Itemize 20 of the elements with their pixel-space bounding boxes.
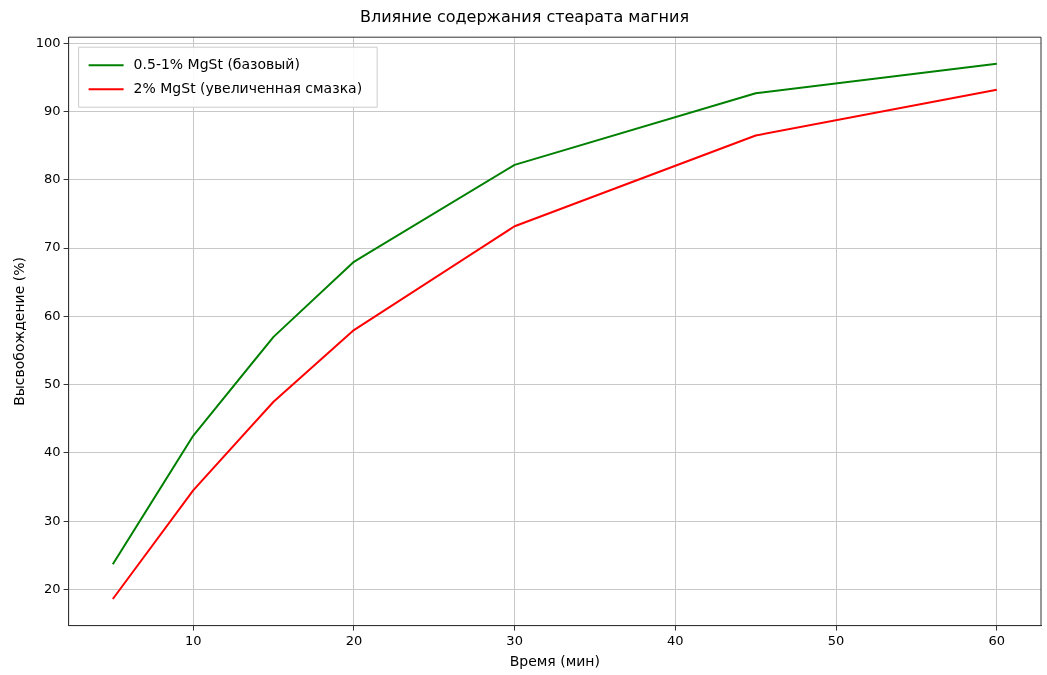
y-tick-label: 30 bbox=[44, 512, 61, 528]
x-tick-label: 60 bbox=[988, 632, 1006, 648]
x-tick-label: 10 bbox=[184, 632, 202, 648]
y-tick-label: 100 bbox=[35, 34, 61, 50]
y-tick-label: 40 bbox=[44, 444, 61, 460]
y-tick-label: 90 bbox=[44, 102, 61, 118]
y-tick-label: 80 bbox=[44, 171, 61, 187]
y-tick-label: 50 bbox=[44, 376, 61, 392]
x-axis-title: Время (мин) bbox=[509, 653, 600, 670]
x-tick-label: 50 bbox=[827, 632, 845, 648]
y-tick-label: 60 bbox=[44, 307, 61, 323]
y-tick-label: 20 bbox=[44, 580, 61, 596]
chart-title: Влияние содержания стеарата магния bbox=[359, 6, 690, 26]
y-axis-title: Высвобождение (%) bbox=[11, 256, 28, 406]
y-tick-label: 70 bbox=[44, 239, 61, 255]
x-tick-label: 20 bbox=[345, 632, 363, 648]
legend-label: 0.5-1% MgSt (базовый) bbox=[133, 55, 300, 72]
x-tick-label: 40 bbox=[667, 632, 684, 648]
legend-label: 2% MgSt (увеличенная смазка) bbox=[133, 79, 363, 96]
x-tick-label: 30 bbox=[506, 632, 523, 648]
